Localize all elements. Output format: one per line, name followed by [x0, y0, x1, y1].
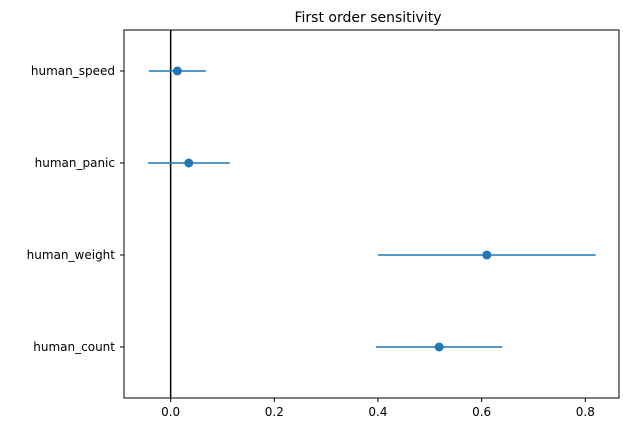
chart-title: First order sensitivity — [295, 10, 442, 26]
x-tick-label: 0.0 — [161, 405, 180, 419]
point-human-weight — [482, 250, 492, 260]
y-axis: human_speed human_panic human_weight human_… — [27, 64, 124, 354]
axes-frame — [123, 29, 620, 399]
x-tick-label: 0.6 — [472, 405, 491, 419]
x-tick-label: 0.4 — [368, 405, 387, 419]
x-tick-label: 0.2 — [265, 405, 284, 419]
x-tick-label: 0.8 — [576, 405, 595, 419]
point-human-count — [434, 342, 444, 352]
y-tick-label: human_count — [33, 340, 115, 354]
point-human-speed — [172, 66, 182, 76]
x-axis: 0.0 0.2 0.4 0.6 0.8 — [161, 398, 595, 419]
y-tick-label: human_panic — [35, 156, 115, 170]
plot-area — [147, 30, 596, 398]
point-human-panic — [184, 158, 194, 168]
y-tick-label: human_speed — [31, 64, 115, 78]
y-tick-label: human_weight — [27, 248, 116, 262]
